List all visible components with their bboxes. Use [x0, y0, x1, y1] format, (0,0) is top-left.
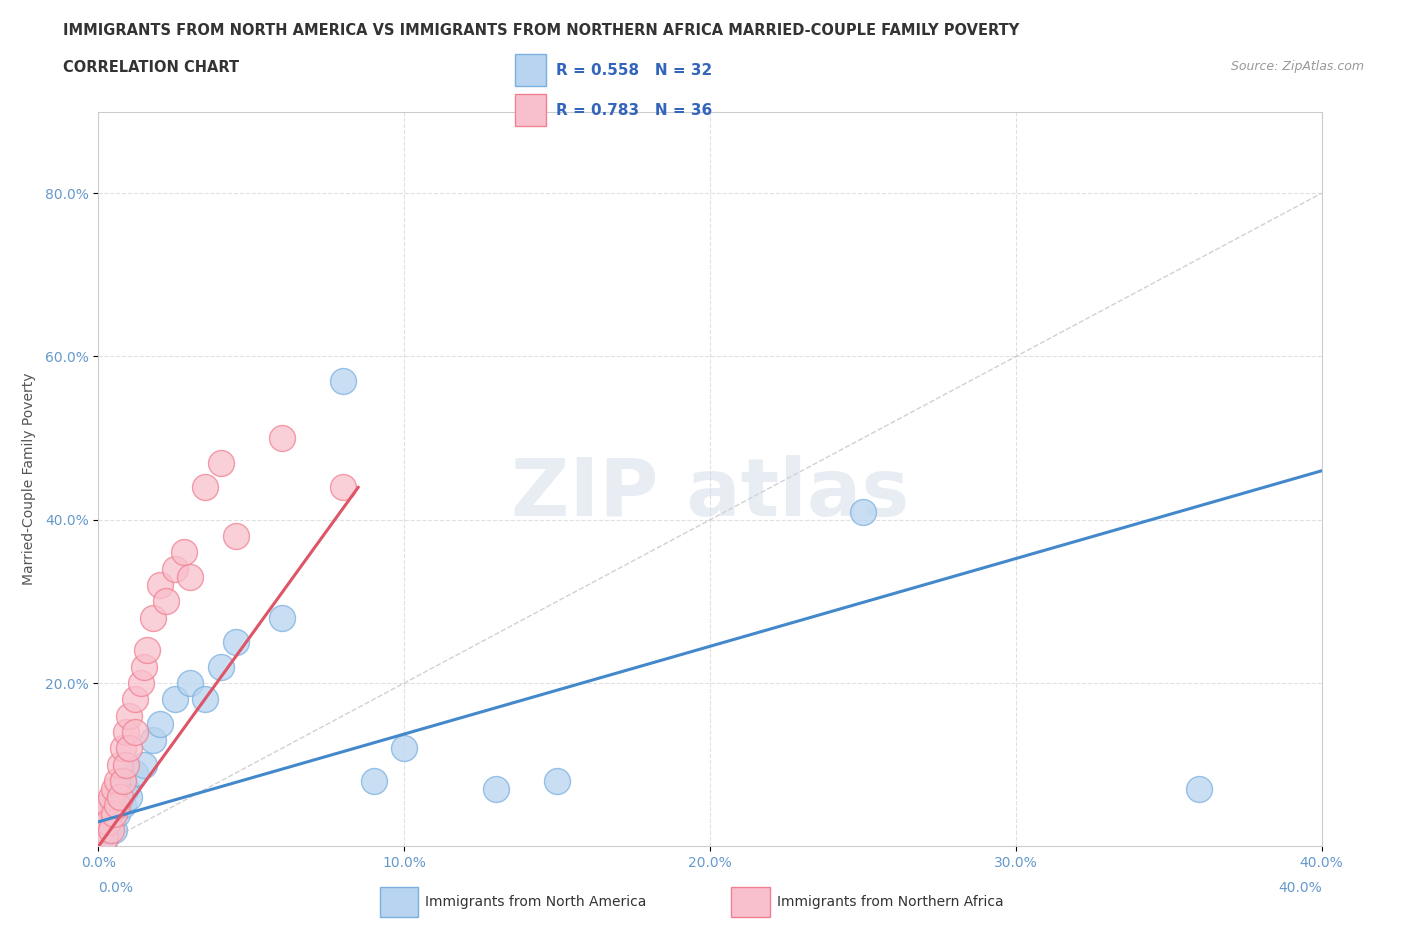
Point: [546, 774, 568, 789]
Point: [129, 675, 152, 690]
Point: [103, 798, 125, 813]
Point: [179, 569, 201, 584]
Point: [103, 806, 125, 821]
Point: [97, 822, 120, 837]
Point: [108, 757, 131, 772]
Point: [124, 724, 146, 739]
Text: CORRELATION CHART: CORRELATION CHART: [63, 60, 239, 75]
Point: [115, 757, 138, 772]
Point: [149, 716, 172, 731]
Point: [194, 692, 217, 707]
Point: [194, 480, 217, 495]
Point: [118, 741, 141, 756]
Point: [115, 782, 138, 797]
Point: [105, 798, 128, 813]
Point: [90, 830, 112, 845]
Point: [155, 594, 177, 609]
Point: [103, 782, 125, 797]
Bar: [516, 55, 547, 86]
Point: [136, 643, 159, 658]
Text: 0.0%: 0.0%: [98, 881, 134, 896]
Point: [149, 578, 172, 592]
Point: [332, 374, 354, 389]
Bar: [380, 887, 419, 917]
Bar: [516, 94, 547, 126]
Point: [97, 798, 120, 813]
Point: [115, 724, 138, 739]
Text: Immigrants from North America: Immigrants from North America: [425, 895, 647, 910]
Point: [332, 480, 354, 495]
Text: 40.0%: 40.0%: [1278, 881, 1322, 896]
Point: [1188, 782, 1211, 797]
Point: [225, 635, 247, 650]
Point: [100, 822, 122, 837]
Point: [270, 610, 292, 625]
Point: [392, 741, 416, 756]
Point: [111, 798, 134, 813]
Point: [209, 659, 232, 674]
Point: [100, 815, 122, 830]
Point: [118, 709, 141, 724]
Point: [179, 675, 201, 690]
Point: [270, 431, 292, 445]
Text: ZIP atlas: ZIP atlas: [510, 455, 910, 533]
Point: [134, 757, 156, 772]
Point: [93, 830, 115, 845]
Point: [134, 659, 156, 674]
Point: [163, 692, 186, 707]
Point: [163, 562, 186, 577]
Point: [108, 790, 131, 804]
Bar: [731, 887, 770, 917]
Point: [100, 790, 122, 804]
Point: [142, 610, 165, 625]
Text: Source: ZipAtlas.com: Source: ZipAtlas.com: [1230, 60, 1364, 73]
Point: [111, 741, 134, 756]
Point: [363, 774, 385, 789]
Point: [173, 545, 195, 560]
Point: [142, 733, 165, 748]
Point: [97, 806, 120, 821]
Point: [118, 790, 141, 804]
Point: [108, 790, 131, 804]
Point: [225, 528, 247, 543]
Point: [111, 774, 134, 789]
Text: R = 0.783   N = 36: R = 0.783 N = 36: [555, 102, 711, 117]
Point: [852, 504, 875, 519]
Point: [93, 830, 115, 845]
Y-axis label: Married-Couple Family Poverty: Married-Couple Family Poverty: [22, 373, 37, 585]
Point: [124, 765, 146, 780]
Point: [90, 822, 112, 837]
Point: [103, 822, 125, 837]
Point: [485, 782, 508, 797]
Point: [111, 774, 134, 789]
Point: [124, 692, 146, 707]
Point: [105, 774, 128, 789]
Point: [93, 815, 115, 830]
Point: [93, 806, 115, 821]
Point: [90, 822, 112, 837]
Text: IMMIGRANTS FROM NORTH AMERICA VS IMMIGRANTS FROM NORTHERN AFRICA MARRIED-COUPLE : IMMIGRANTS FROM NORTH AMERICA VS IMMIGRA…: [63, 23, 1019, 38]
Point: [90, 815, 112, 830]
Text: Immigrants from Northern Africa: Immigrants from Northern Africa: [778, 895, 1004, 910]
Point: [105, 806, 128, 821]
Point: [97, 815, 120, 830]
Point: [209, 455, 232, 470]
Text: R = 0.558   N = 32: R = 0.558 N = 32: [555, 63, 711, 78]
